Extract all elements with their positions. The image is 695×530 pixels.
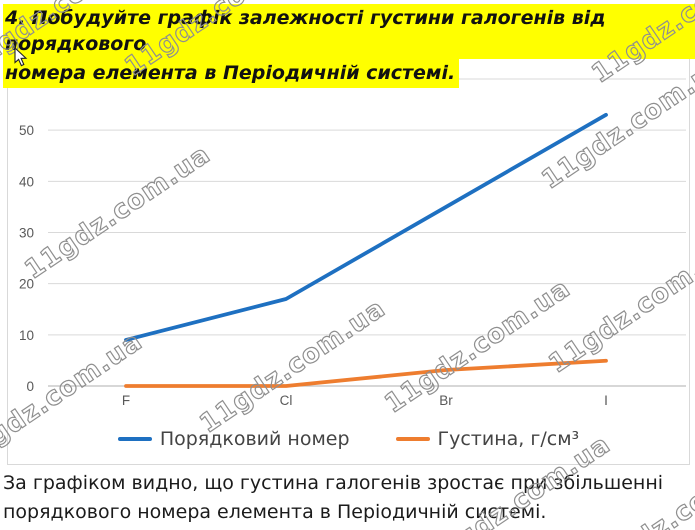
legend-label-atomic-number: Порядковий номер bbox=[159, 428, 350, 450]
legend-item-atomic-number: Порядковий номер bbox=[117, 428, 350, 450]
legend-swatch-blue bbox=[117, 437, 152, 441]
title-line-2: номера елемента в Періодичній системі. bbox=[3, 59, 460, 88]
x-category-label: Br bbox=[439, 393, 453, 408]
title-line-1: 4. Побудуйте графік залежності густини га… bbox=[3, 4, 695, 59]
series-line-1 bbox=[124, 358, 608, 388]
x-category-label: Cl bbox=[280, 393, 293, 408]
series-line-0 bbox=[124, 112, 608, 342]
conclusion-line-1: За графіком видно, що густина галогенів … bbox=[3, 472, 664, 494]
y-tick-label: 30 bbox=[19, 226, 34, 241]
legend-label-density: Густина, г/см³ bbox=[437, 428, 580, 450]
title-line-1-text: Побудуйте графік залежності густини гало… bbox=[5, 7, 606, 55]
conclusion-text: За графіком видно, що густина галогенів … bbox=[3, 469, 693, 527]
legend-swatch-orange bbox=[395, 437, 430, 441]
y-tick-label: 40 bbox=[19, 174, 34, 189]
y-tick-label: 50 bbox=[19, 123, 34, 138]
plot-area: 0102030405060FClBrI bbox=[19, 72, 686, 408]
exercise-number: 4. bbox=[5, 7, 26, 29]
x-category-label: I bbox=[604, 393, 608, 408]
line-chart: 0102030405060FClBrI Порядковий номер Гус… bbox=[7, 57, 690, 465]
y-tick-label: 0 bbox=[26, 379, 34, 394]
conclusion-line-2: порядкового номера елемента в Періодичні… bbox=[3, 501, 547, 523]
x-category-label: F bbox=[122, 393, 130, 408]
legend-item-density: Густина, г/см³ bbox=[395, 428, 580, 450]
exercise-title: 4. Побудуйте графік залежності густини га… bbox=[3, 4, 695, 88]
y-tick-label: 20 bbox=[19, 277, 34, 292]
y-tick-label: 10 bbox=[19, 328, 34, 343]
chart-legend: Порядковий номер Густина, г/см³ bbox=[8, 428, 689, 450]
